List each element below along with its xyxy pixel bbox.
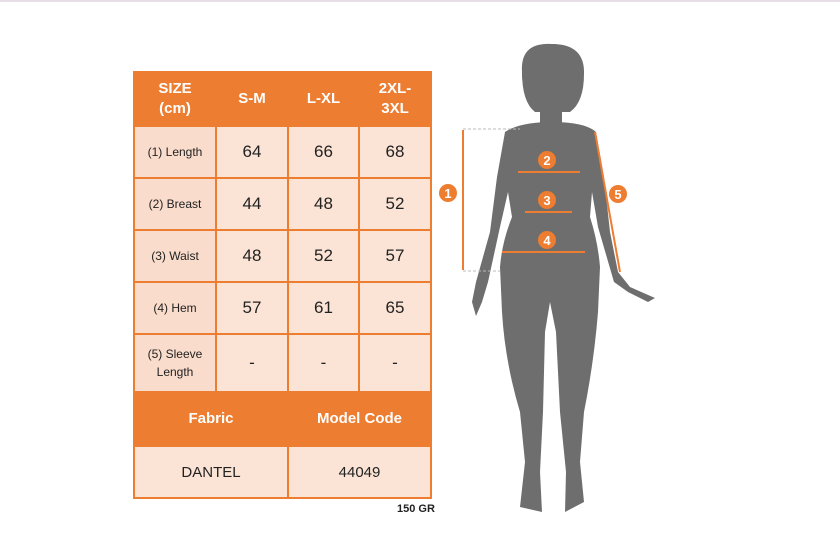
cell: 61 xyxy=(287,281,360,335)
row-label: (1) Length xyxy=(133,125,217,179)
marker-2 xyxy=(538,151,556,169)
cell: 68 xyxy=(358,125,432,179)
marker-5 xyxy=(609,185,627,203)
table-row: (3) Waist 48 52 57 xyxy=(133,229,432,283)
marker-label: 3 xyxy=(543,193,550,208)
guide-lines xyxy=(463,128,520,272)
table-row: (5) Sleeve Length - - - xyxy=(133,333,432,393)
cell: 65 xyxy=(358,281,432,335)
header-l-xl: L-XL xyxy=(287,71,360,127)
marker-label: 2 xyxy=(543,153,550,168)
header-2xl-3xl: 2XL- 3XL xyxy=(358,71,432,127)
marker-label: 5 xyxy=(614,187,621,202)
model-code-header: Model Code xyxy=(287,391,432,447)
header-row: SIZE (cm) S-M L-XL 2XL- 3XL xyxy=(133,71,432,127)
header-s-m: S-M xyxy=(215,71,289,127)
row-label: (2) Breast xyxy=(133,177,217,231)
model-code-value: 44049 xyxy=(287,445,432,499)
marker-3 xyxy=(538,191,556,209)
cell: 44 xyxy=(215,177,289,231)
cell: 57 xyxy=(358,229,432,283)
size-chart-table: SIZE (cm) S-M L-XL 2XL- 3XL (1) Length 6… xyxy=(133,71,432,499)
silhouette-shape xyxy=(472,43,655,512)
footer-header-row: Fabric Model Code xyxy=(133,391,432,447)
marker-circles xyxy=(439,151,627,249)
table-row: (1) Length 64 66 68 xyxy=(133,125,432,179)
table-row: (2) Breast 44 48 52 xyxy=(133,177,432,231)
footer-value-row: DANTEL 44049 xyxy=(133,445,432,499)
fabric-value: DANTEL xyxy=(133,445,289,499)
row-label: (3) Waist xyxy=(133,229,217,283)
marker-label: 1 xyxy=(444,186,451,201)
fabric-header: Fabric xyxy=(133,391,289,447)
cell: 48 xyxy=(287,177,360,231)
row-label: (5) Sleeve Length xyxy=(133,333,217,393)
marker-label: 4 xyxy=(543,233,551,248)
measurement-arrows xyxy=(462,130,621,273)
body-silhouette: 1 2 3 4 5 xyxy=(439,43,655,512)
cell: - xyxy=(358,333,432,393)
cell: - xyxy=(215,333,289,393)
cell: - xyxy=(287,333,360,393)
header-size: SIZE (cm) xyxy=(133,71,217,127)
table-row: (4) Hem 57 61 65 xyxy=(133,281,432,335)
cell: 52 xyxy=(358,177,432,231)
row-label: (4) Hem xyxy=(133,281,217,335)
cell: 52 xyxy=(287,229,360,283)
marker-1 xyxy=(439,184,457,202)
cell: 57 xyxy=(215,281,289,335)
marker-4 xyxy=(538,231,556,249)
cell: 64 xyxy=(215,125,289,179)
cell: 48 xyxy=(215,229,289,283)
cell: 66 xyxy=(287,125,360,179)
weight-label: 150 GR xyxy=(397,503,435,515)
